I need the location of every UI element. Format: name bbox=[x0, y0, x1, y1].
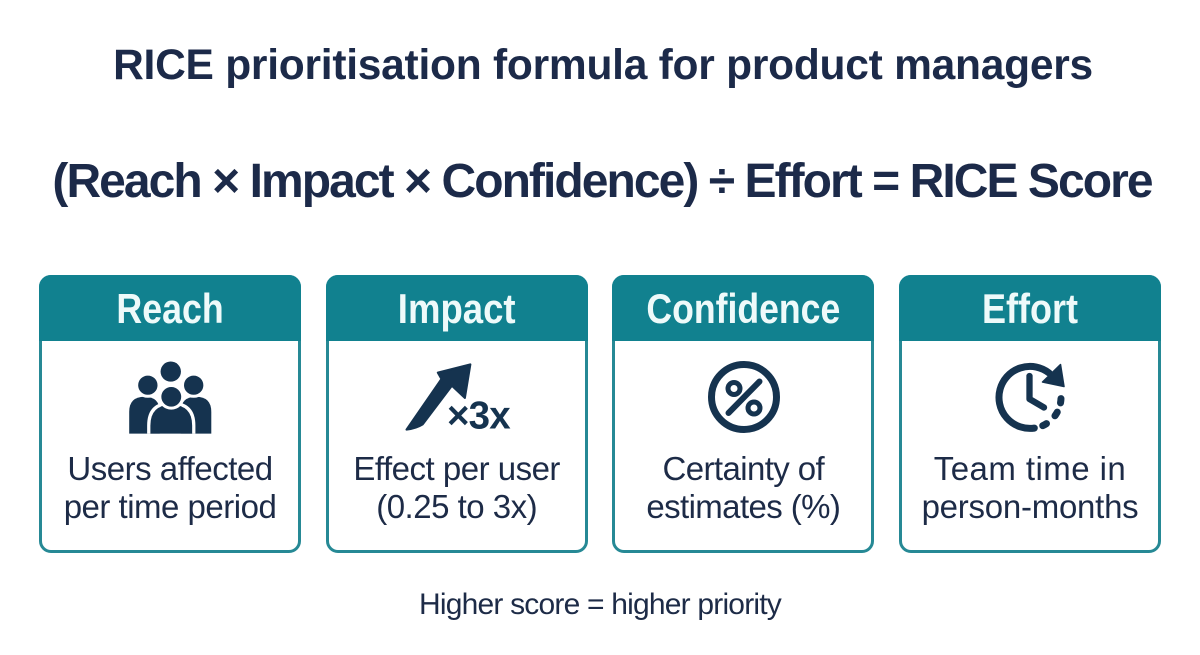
svg-text:×3x: ×3x bbox=[447, 395, 511, 438]
